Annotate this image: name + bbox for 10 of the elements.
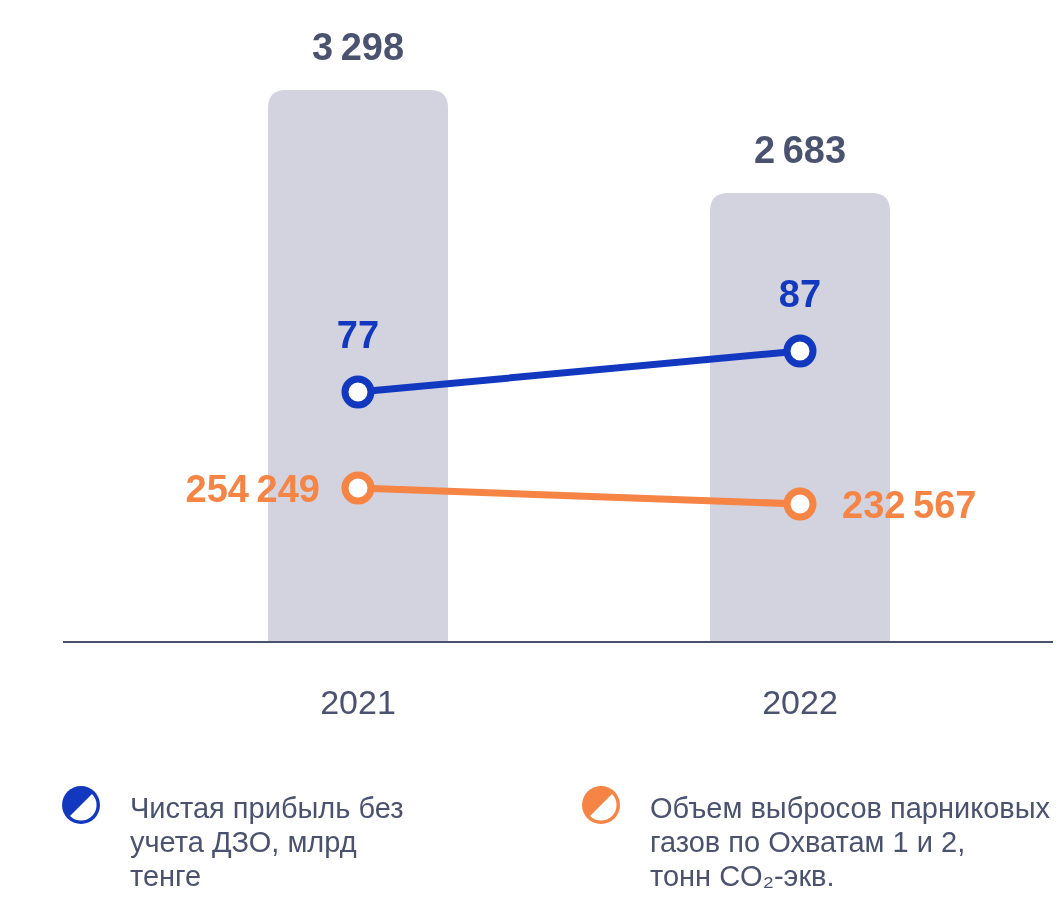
data-label: 2 683 (753, 128, 847, 171)
data-label: 254 249 (185, 468, 320, 510)
data-label: 87 (778, 273, 822, 315)
x-tick-label: 2022 (762, 683, 838, 721)
legend-label: Объем выбросов парниковых газов по Охватам 1 и 2, тонн CO₂-экв. (650, 792, 1051, 892)
data-label: 3 298 (311, 26, 405, 68)
legend-label: Чистая прибыль без учета ДЗО, млрд тенге (130, 792, 404, 892)
data-label: 77 (336, 314, 380, 356)
x-tick-label: 2021 (320, 683, 396, 721)
data-label: 232 567 (842, 484, 977, 526)
